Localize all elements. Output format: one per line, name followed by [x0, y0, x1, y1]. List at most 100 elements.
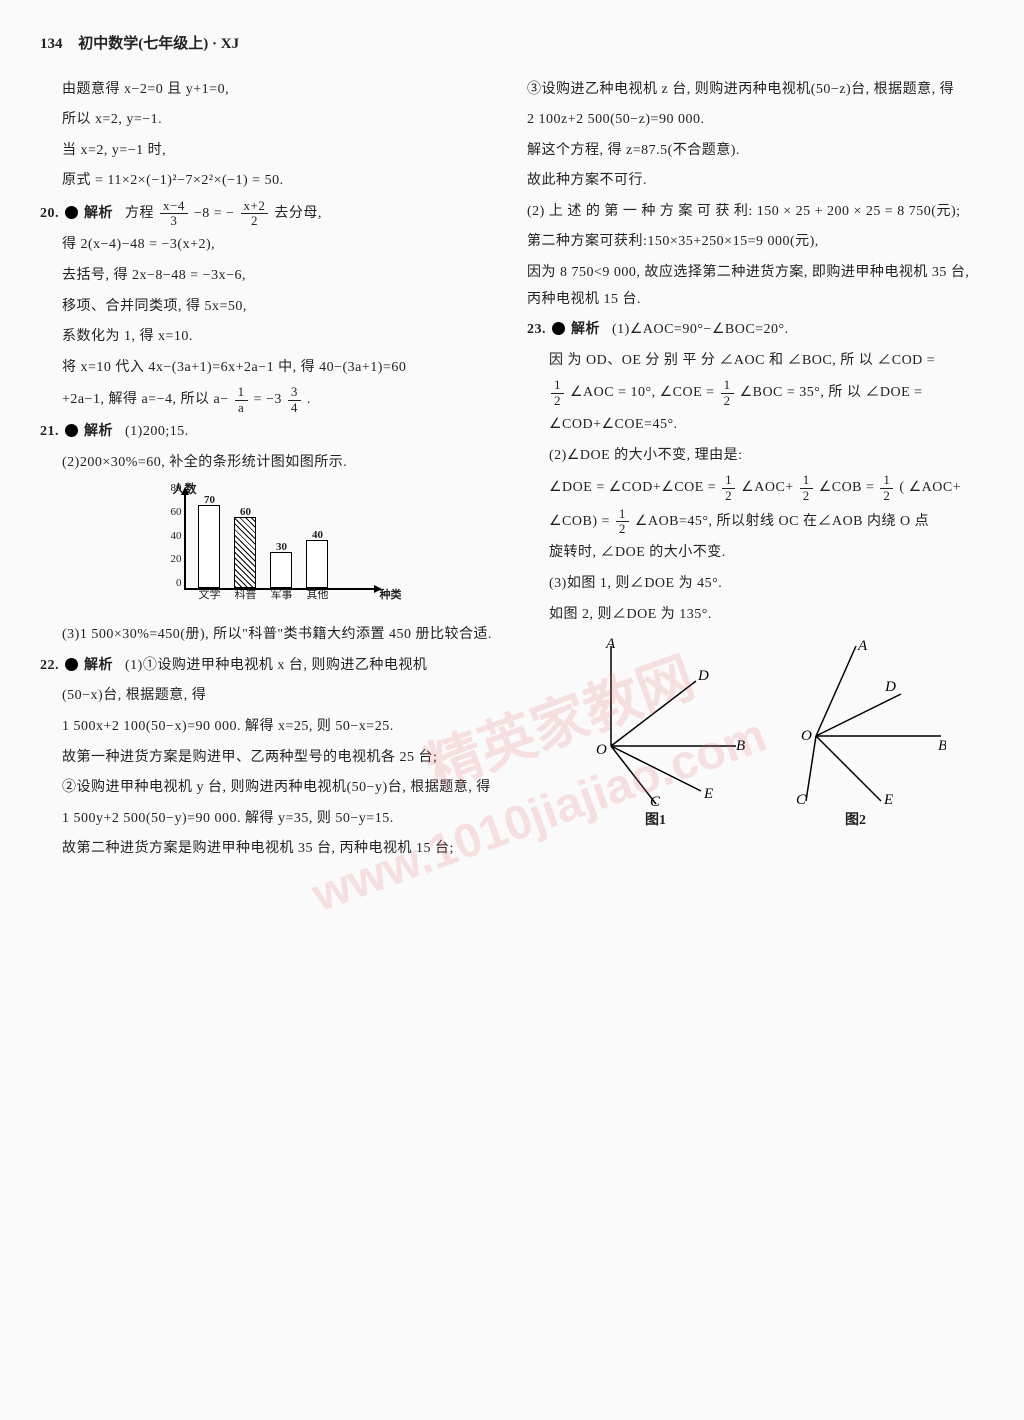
text-line: ②设购进甲种电视机 y 台, 则购进丙种电视机(50−y)台, 根据题意, 得	[62, 775, 497, 802]
q23-head: 23. 解析 (1)∠AOC=90°−∠BOC=20°.	[527, 317, 984, 344]
ray-label: A	[857, 638, 868, 654]
text-line: 旋转时, ∠DOE 的大小不变.	[549, 540, 984, 567]
diagram-fig2: A D B C E O 图2	[766, 636, 946, 835]
text-line: 因为 8 750<9 000, 故应选择第二种进货方案, 即购进甲种电视机 35…	[527, 260, 984, 313]
ray-label: E	[703, 786, 713, 802]
text-line: 如图 2, 则∠DOE 为 135°.	[549, 602, 984, 629]
text-line: 将 x=10 代入 4x−(3a+1)=6x+2a−1 中, 得 40−(3a+…	[62, 355, 497, 382]
text-line: 故第一种进货方案是购进甲、乙两种型号的电视机各 25 台;	[62, 745, 497, 772]
question-number: 22.	[40, 658, 59, 673]
text-line: 故第二种进货方案是购进甲种电视机 35 台, 丙种电视机 15 台;	[62, 836, 497, 863]
diagram-label: 图1	[645, 808, 666, 835]
fraction: 12	[616, 507, 629, 537]
fraction: x+22	[241, 199, 269, 229]
text-line: ③设购进乙种电视机 z 台, 则购进丙种电视机(50−z)台, 根据题意, 得	[527, 77, 984, 104]
ray-label: A	[605, 636, 616, 652]
fraction: 12	[800, 473, 813, 503]
text: (1)①设购进甲种电视机 x 台, 则购进乙种电视机	[125, 658, 427, 673]
ytick: 60	[164, 502, 182, 523]
analysis-icon	[65, 424, 78, 437]
text-line: 系数化为 1, 得 x=10.	[62, 324, 497, 351]
text-line: 因 为 OD、OE 分 别 平 分 ∠AOC 和 ∠BOC, 所 以 ∠COD …	[549, 348, 984, 375]
text-line: ∠DOE = ∠COD+∠COE = 12 ∠AOC+ 12 ∠COB = 12…	[549, 473, 984, 503]
text-line: 2 100z+2 500(50−z)=90 000.	[527, 107, 984, 134]
text-line: 移项、合并同类项, 得 5x=50,	[62, 294, 497, 321]
ray-label: B	[736, 738, 745, 754]
text-line: 得 2(x−4)−48 = −3(x+2),	[62, 232, 497, 259]
text-line: ∠COD+∠COE=45°.	[549, 412, 984, 439]
ytick: 20	[164, 549, 182, 570]
analysis-icon	[552, 322, 565, 335]
left-column: 由题意得 x−2=0 且 y+1=0, 所以 x=2, y=−1. 当 x=2,…	[40, 77, 497, 867]
origin-label: O	[596, 742, 607, 758]
fraction: 12	[721, 378, 734, 408]
text-line: 由题意得 x−2=0 且 y+1=0,	[62, 77, 497, 104]
text-line: 12 ∠AOC = 10°, ∠COE = 12 ∠BOC = 35°, 所 以…	[549, 378, 984, 408]
text-line: (50−x)台, 根据题意, 得	[62, 683, 497, 710]
ray-label: E	[883, 792, 893, 806]
q21-head: 21. 解析 (1)200;15.	[40, 419, 497, 446]
chart-bar: 60	[234, 517, 256, 588]
text-line: 当 x=2, y=−1 时,	[62, 138, 497, 165]
fraction: 34	[288, 385, 301, 415]
analysis-icon	[65, 658, 78, 671]
ray-label: C	[650, 794, 661, 806]
fraction: 12	[551, 378, 564, 408]
chart-bar: 40	[306, 540, 328, 588]
question-number: 23.	[527, 322, 546, 337]
bar-chart: 人数 种类 0 20 40 60 80 70 60 30 40	[40, 482, 497, 612]
ytick: 0	[164, 573, 182, 594]
text-line: 原式 = 11×2×(−1)²−7×2²×(−1) = 50.	[62, 168, 497, 195]
ray-label: C	[796, 792, 807, 806]
origin-label: O	[801, 728, 812, 744]
ray-label: D	[697, 668, 709, 684]
page-header: 134 初中数学(七年级上) · XJ	[40, 30, 984, 59]
fraction: 12	[880, 473, 893, 503]
text-line: 1 500x+2 100(50−x)=90 000. 解得 x=25, 则 50…	[62, 714, 497, 741]
chart-xlabel: 种类	[380, 585, 402, 606]
text: (1)∠AOC=90°−∠BOC=20°.	[612, 322, 789, 337]
page-title: 初中数学(七年级上) · XJ	[78, 36, 239, 52]
ytick: 80	[164, 478, 182, 499]
text-line: (2)∠DOE 的大小不变, 理由是:	[549, 443, 984, 470]
ytick: 40	[164, 526, 182, 547]
q20-line1: 20. 解析 方程 x−43 −8 = − x+22 去分母,	[40, 199, 497, 229]
text-line: 去括号, 得 2x−8−48 = −3x−6,	[62, 263, 497, 290]
text-line: 第二种方案可获利:150×35+250×15=9 000(元),	[527, 229, 984, 256]
text-line: (2)200×30%=60, 补全的条形统计图如图所示.	[62, 450, 497, 477]
text: 方程	[125, 206, 154, 221]
text-line: 故此种方案不可行.	[527, 168, 984, 195]
text-line: ∠COB) = 12 ∠AOB=45°, 所以射线 OC 在∠AOB 内绕 O …	[549, 507, 984, 537]
xcat: 科普	[232, 585, 260, 606]
text-line: 1 500y+2 500(50−y)=90 000. 解得 y=35, 则 50…	[62, 806, 497, 833]
analysis-icon	[65, 206, 78, 219]
q22-head: 22. 解析 (1)①设购进甲种电视机 x 台, 则购进乙种电视机	[40, 653, 497, 680]
diagram-label: 图2	[845, 808, 866, 835]
chart-bar: 70	[198, 505, 220, 588]
fraction: 1a	[235, 385, 248, 415]
xcat: 文学	[196, 585, 224, 606]
diagram-fig1: A D B E C O 图1	[566, 636, 746, 835]
text-line: (3)1 500×30%=450(册), 所以"科普"类书籍大约添置 450 册…	[62, 622, 497, 649]
page-number: 134	[40, 36, 63, 52]
text: (1)200;15.	[125, 424, 189, 439]
question-number: 21.	[40, 424, 59, 439]
text-line: 所以 x=2, y=−1.	[62, 107, 497, 134]
analysis-label: 解析	[84, 206, 113, 221]
text-line: +2a−1, 解得 a=−4, 所以 a− 1a = −3 34 .	[62, 385, 497, 415]
text-line: 解这个方程, 得 z=87.5(不合题意).	[527, 138, 984, 165]
analysis-label: 解析	[84, 424, 113, 439]
ray-label: D	[884, 679, 896, 695]
text: 去分母,	[274, 206, 322, 221]
text-line: (3)如图 1, 则∠DOE 为 45°.	[549, 571, 984, 598]
xcat: 军事	[268, 585, 296, 606]
fraction: 12	[722, 473, 735, 503]
fraction: x−43	[160, 199, 188, 229]
analysis-label: 解析	[84, 658, 113, 673]
chart-bar: 30	[270, 552, 292, 588]
text: −8 = −	[194, 206, 235, 221]
analysis-label: 解析	[571, 322, 600, 337]
xcat: 其他	[304, 585, 332, 606]
right-column: ③设购进乙种电视机 z 台, 则购进丙种电视机(50−z)台, 根据题意, 得 …	[527, 77, 984, 867]
question-number: 20.	[40, 206, 59, 221]
